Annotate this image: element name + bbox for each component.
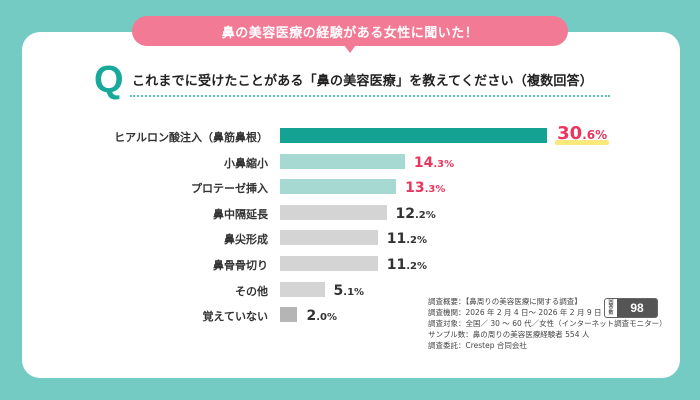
category-label: ヒアルロン酸注入（鼻筋鼻根） <box>114 131 268 144</box>
value-highlight <box>555 140 610 145</box>
bar <box>280 153 405 169</box>
survey-note-line: 調査委託：Crestep 合同会社 <box>428 341 527 350</box>
value-label-integer: 12 <box>395 205 415 222</box>
value-label-integer: 11 <box>386 257 407 273</box>
bar <box>280 307 298 323</box>
survey-note-line: 調査対象：全国／ 30 ～ 60 代／女性（インターネット調査モニター） <box>428 319 667 328</box>
banner-tail <box>344 45 356 53</box>
category-label: 鼻中隔延長 <box>213 207 268 221</box>
survey-notes: 調査概要：【鼻周りの美容医療に関する調査】 調査機関：2026 年 2 月 4 … <box>428 296 667 351</box>
value-label-decimal: .6% <box>582 128 608 142</box>
value-label-decimal: .2% <box>414 209 436 221</box>
value-label: 13.3% <box>405 177 445 196</box>
value-label: 30.6% <box>557 123 607 144</box>
response-count-label: 回答数 <box>605 299 617 317</box>
survey-note-line: サンプル数：鼻の周りの美容医療経験者 554 人 <box>428 330 590 339</box>
category-label: 覚えていない <box>202 310 268 324</box>
value-label-integer: 11 <box>386 231 407 248</box>
value-label-integer: 13 <box>405 180 425 197</box>
bar <box>280 128 548 143</box>
bar <box>280 281 325 297</box>
value-label: 2.0% <box>306 305 337 324</box>
value-label-decimal: .3% <box>433 158 455 170</box>
category-label: 小鼻縮小 <box>224 156 268 170</box>
category-label: その他 <box>235 284 268 298</box>
value-label: 5.1% <box>334 280 365 299</box>
dotted-divider <box>130 95 610 97</box>
bar <box>280 256 378 271</box>
response-count-badge: 回答数 98 <box>604 298 658 318</box>
value-label-decimal: .1% <box>343 286 365 298</box>
survey-note-line: 調査機関：2026 年 2 月 4 日～ 2026 年 2 月 9 日 <box>428 308 602 317</box>
value-label: 12.2% <box>396 203 436 222</box>
response-count-label-char: 回 <box>608 298 614 305</box>
value-label-integer: 5 <box>333 282 344 299</box>
response-count-label-char: 数 <box>608 309 614 316</box>
banner-text: 鼻の美容医療の経験がある女性に聞いた！ <box>221 25 479 41</box>
value-label: 14.3% <box>414 152 454 171</box>
category-label: プロテーゼ挿入 <box>191 182 268 196</box>
value-label-decimal: .0% <box>316 312 337 324</box>
value-label-decimal: .2% <box>406 235 428 247</box>
bar <box>280 204 387 220</box>
question-title: これまでに受けたことがある「鼻の美容医療」を教えてください（複数回答） <box>132 74 593 89</box>
category-label: 鼻尖形成 <box>224 233 268 247</box>
bar <box>280 230 378 246</box>
value-label-integer: 30 <box>557 123 583 144</box>
value-label-integer: 2 <box>306 308 317 325</box>
value-label-decimal: .2% <box>406 261 428 272</box>
category-label: 鼻骨骨切り <box>213 259 268 272</box>
q-mark-icon: Q <box>94 59 124 101</box>
value-label-decimal: .3% <box>424 184 446 196</box>
survey-note-line: 調査概要：【鼻周りの美容医療に関する調査】 <box>428 297 582 306</box>
value-label: 11.2% <box>387 228 427 247</box>
banner: 鼻の美容医療の経験がある女性に聞いた！ <box>132 16 568 46</box>
response-count-value: 98 <box>630 301 644 315</box>
bar <box>280 179 397 195</box>
response-count-label-char: 答 <box>608 304 614 311</box>
value-label-integer: 14 <box>413 154 434 171</box>
value-label: 11.2% <box>387 254 427 273</box>
